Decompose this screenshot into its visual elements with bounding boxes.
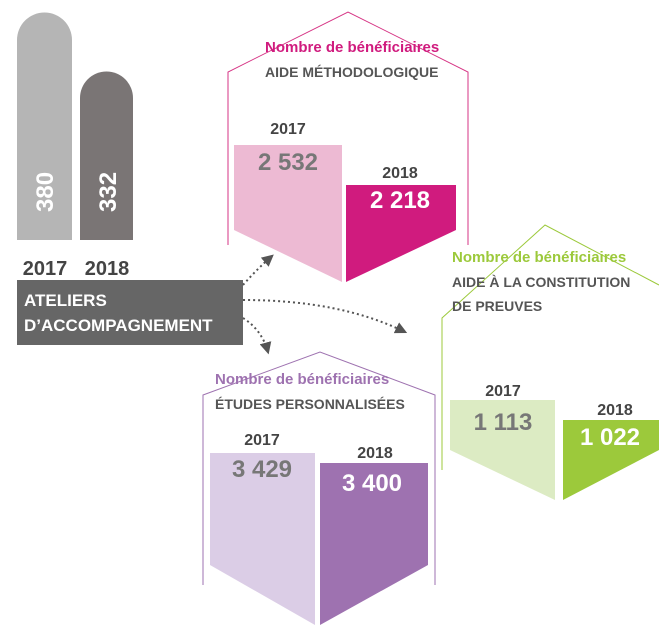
box — [234, 145, 342, 282]
title: Nombre de bénéficiaires — [215, 371, 389, 388]
outline — [227, 11, 469, 245]
box — [346, 185, 456, 282]
outline — [441, 224, 659, 470]
subtitle: DE PREUVES — [452, 298, 542, 314]
year: 2017 — [485, 383, 521, 400]
arrows — [242, 254, 408, 355]
box — [210, 453, 315, 625]
label: D’ACCOMPAGNEMENT — [24, 316, 213, 335]
subtitle: ÉTUDES PERSONNALISÉES — [215, 396, 405, 412]
value: 2 532 — [258, 149, 318, 176]
bar-value: 332 — [95, 172, 122, 212]
year: 2017 — [23, 258, 68, 280]
bar-value: 380 — [32, 172, 59, 212]
bar — [17, 12, 72, 241]
year: 2018 — [382, 165, 418, 182]
label: ATELIERS — [24, 291, 107, 310]
title: Nombre de bénéficiaires — [265, 39, 439, 56]
year: 2018 — [357, 445, 393, 462]
year: 2017 — [244, 432, 280, 449]
bar — [80, 71, 133, 241]
box — [450, 400, 555, 500]
box — [320, 463, 428, 625]
value: 1 022 — [580, 424, 640, 451]
year: 2018 — [597, 402, 633, 419]
box — [563, 420, 659, 500]
subtitle: AIDE À LA CONSTITUTION — [452, 274, 630, 290]
value: 2 218 — [370, 187, 430, 214]
value: 3 429 — [232, 456, 292, 483]
value: 3 400 — [342, 470, 402, 497]
outline — [202, 351, 436, 585]
title: Nombre de bénéficiaires — [452, 249, 626, 266]
year: 2018 — [85, 258, 130, 280]
label-box — [17, 280, 243, 345]
year: 2017 — [270, 121, 306, 138]
value: 1 113 — [474, 409, 533, 436]
subtitle: AIDE MÉTHODOLOGIQUE — [265, 64, 438, 80]
